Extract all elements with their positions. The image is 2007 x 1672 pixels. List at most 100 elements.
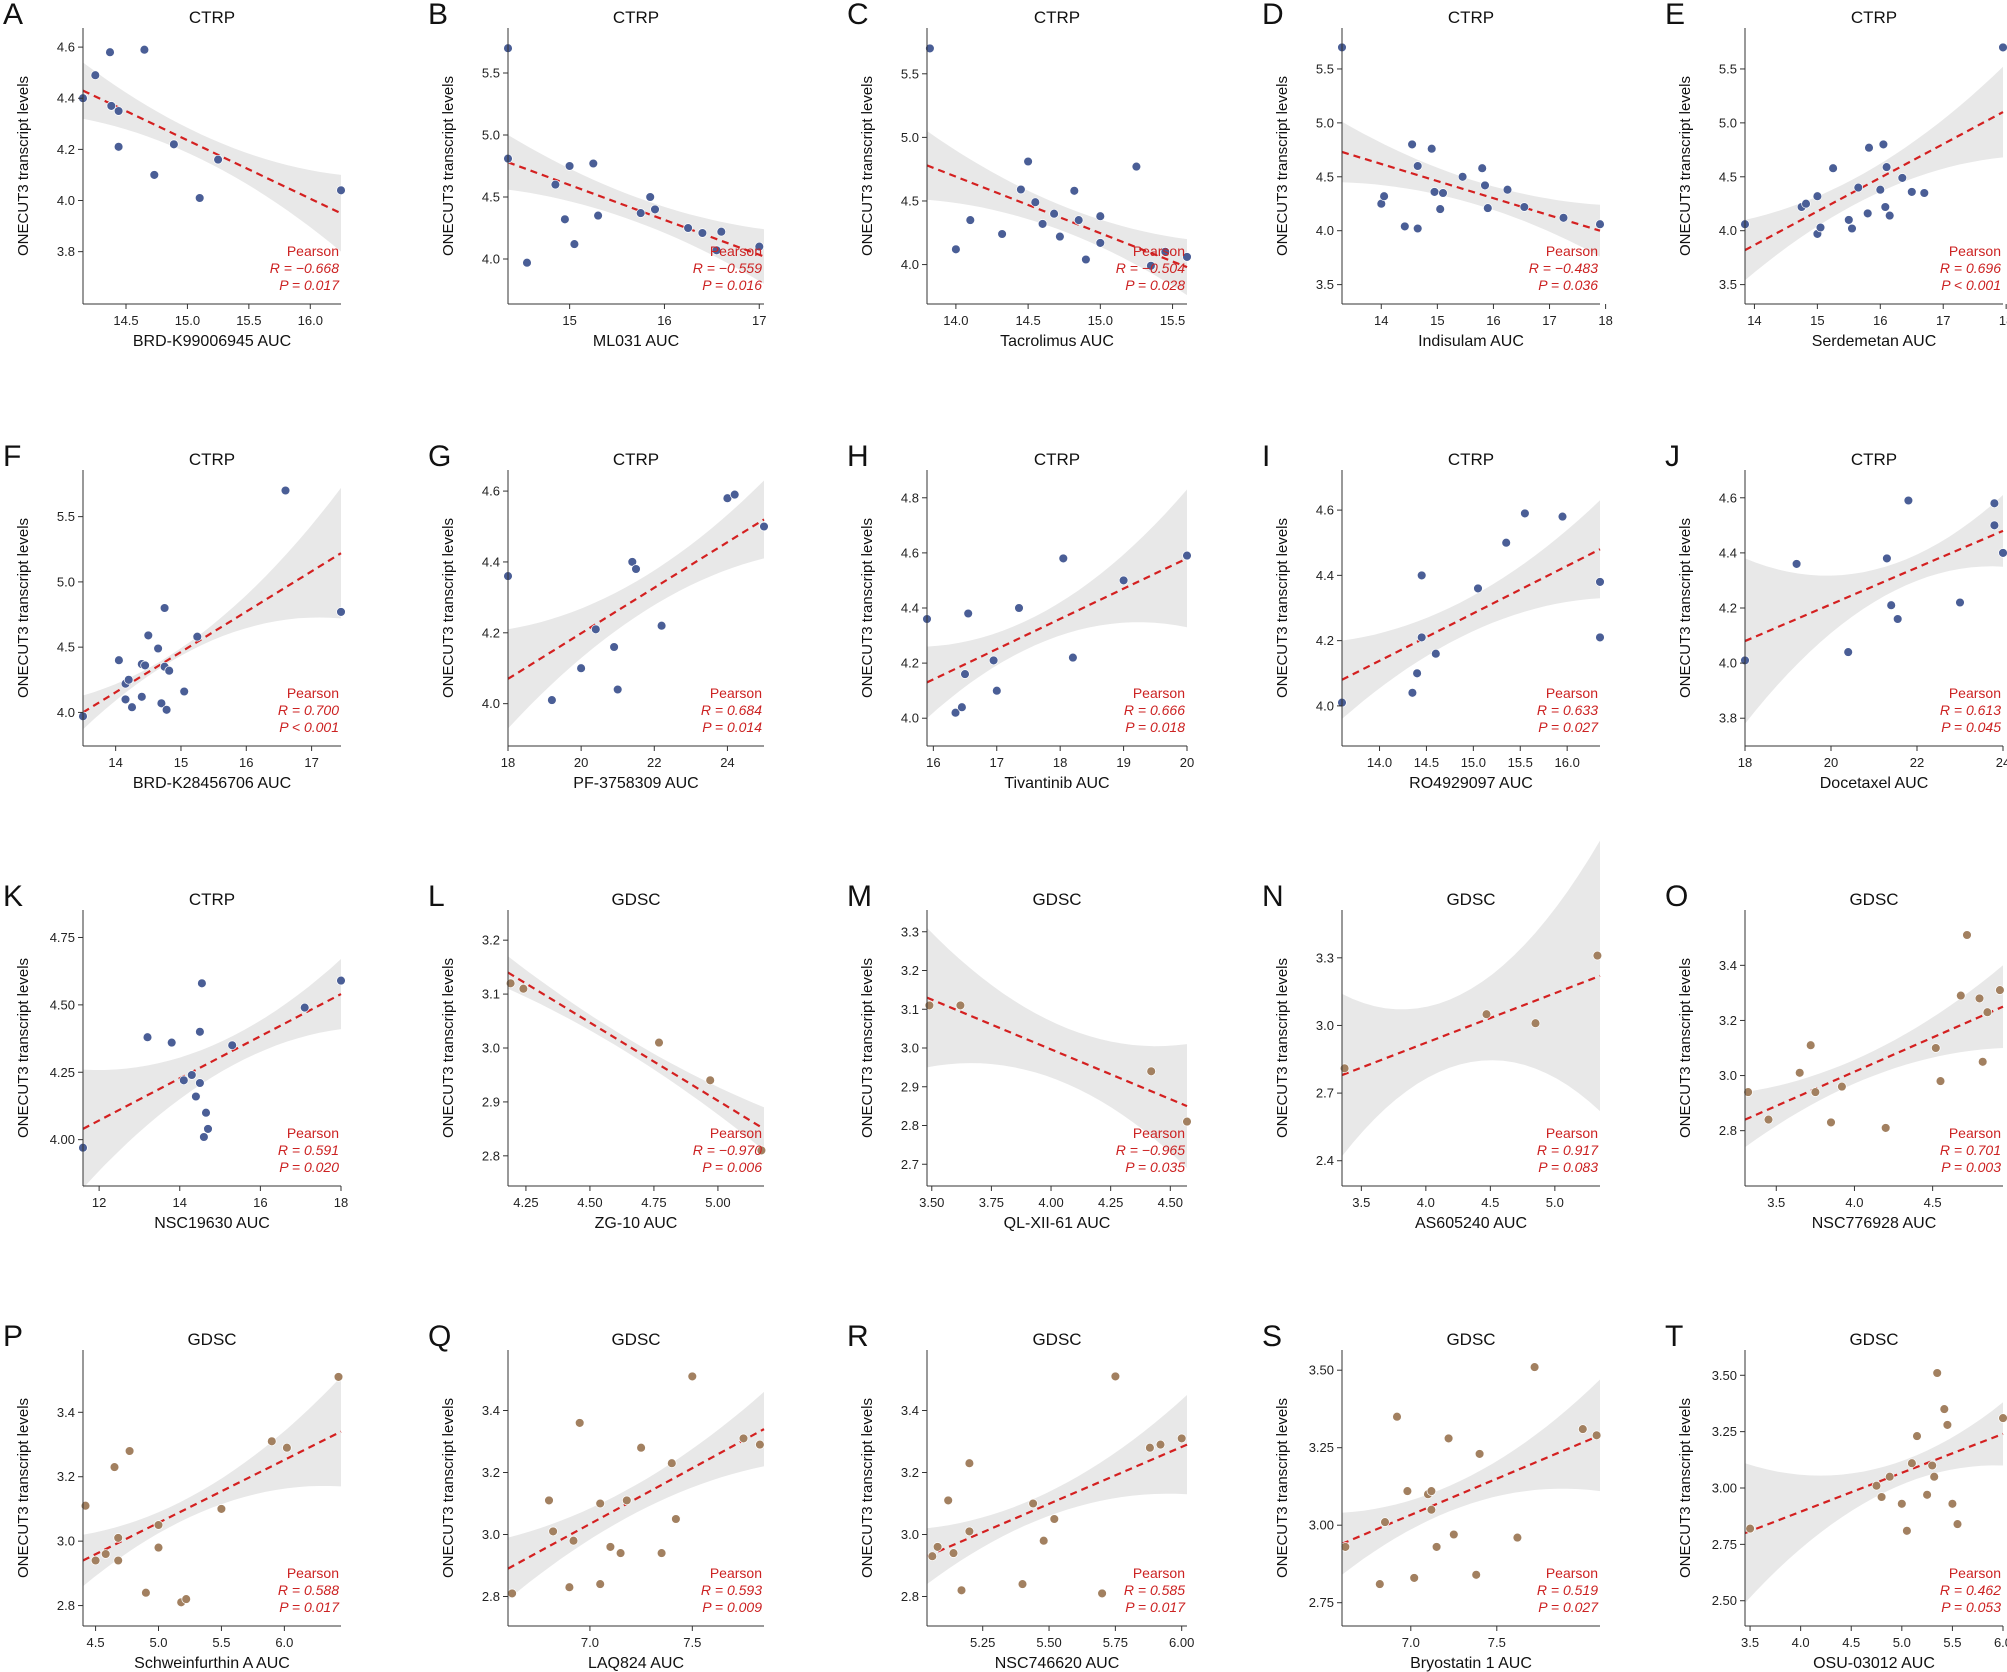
y-axis-title: ONECUT3 transcript levels [15,76,32,256]
y-axis-title: ONECUT3 transcript levels [15,958,32,1138]
x-tick-label: 15.0 [1088,313,1113,328]
stat-p-value: P = 0.017 [279,1599,340,1615]
data-point [194,193,205,203]
x-tick-label: 18 [501,755,515,770]
x-tick-label: 15.5 [236,313,261,328]
data-point [1520,508,1530,519]
confidence-band [1745,495,2003,724]
data-point [1438,188,1448,198]
data-point [1392,1411,1402,1422]
y-tick-label: 4.5 [482,190,500,205]
data-point [166,1037,177,1048]
x-tick-label: 4.0 [1417,1195,1435,1210]
data-point [1815,222,1826,233]
x-axis-title: QL-XII-61 AUC [1004,1215,1111,1232]
data-point [1017,1579,1028,1589]
stat-r-value: R = 0.684 [701,702,762,718]
data-point [143,630,154,641]
data-point [1826,1117,1836,1128]
data-point [1379,191,1389,201]
y-tick-label: 4.0 [482,696,500,711]
x-axis-title: OSU-03012 AUC [1813,1655,1935,1672]
data-point [1864,142,1874,153]
data-point [1481,1009,1492,1019]
data-point [127,702,137,712]
stat-method: Pearson [287,243,339,259]
x-tick-label: 24 [720,755,734,770]
panel-c: C CTRP 14.0 14.5 15.0 15.5 4.0 4.5 5.0 5.5 Tacroli… [847,0,1192,350]
x-tick-label: 5.75 [1103,1635,1128,1650]
x-tick-label: 15 [1810,313,1824,328]
y-tick-label: 2.4 [1316,1153,1334,1168]
panel-p: P GDSC 4.5 5.0 5.5 6.0 2.8 3.0 3.2 3.4 Schweinfurt… [3,1320,344,1672]
data-point [1502,184,1513,195]
x-tick-label: 5.0 [149,1635,167,1650]
confidence-band [927,1395,1187,1585]
data-point [518,983,529,994]
x-tick-label: 4.5 [1842,1635,1860,1650]
x-tick-label: 3.5 [1767,1195,1785,1210]
y-tick-label: 2.7 [1316,1086,1334,1101]
data-point [1595,219,1605,229]
data-point [927,1551,938,1561]
confidence-band [508,1391,764,1600]
data-point [1412,223,1423,234]
data-point [1595,632,1605,643]
y-axis-title: ONECUT3 transcript levels [859,1398,876,1578]
data-point [950,707,961,718]
y-tick-label: 4.0 [1316,223,1334,238]
x-tick-label: 18 [1738,755,1752,770]
y-tick-label: 4.5 [1719,169,1737,184]
data-point [1812,191,1823,201]
data-point [550,179,561,190]
regression-line [1341,974,1601,1077]
data-point [1592,950,1603,961]
data-point [507,1588,517,1599]
x-tick-label: 17 [752,313,766,328]
y-tick-label: 2.8 [1719,1123,1737,1138]
data-point [1912,1431,1922,1441]
y-tick-label: 2.8 [482,1148,500,1163]
data-point [1892,614,1903,624]
panel-letter: O [1665,880,1688,913]
panel-source-title: GDSC [1446,1330,1495,1349]
x-tick-label: 14 [1747,313,1761,328]
data-point [1443,1433,1454,1444]
x-tick-label: 5.5 [212,1635,230,1650]
x-tick-label: 14.5 [1414,755,1439,770]
x-axis-title: NSC776928 AUC [1812,1215,1937,1232]
y-tick-label: 4.2 [1719,601,1737,616]
data-point [201,1107,211,1118]
data-point [1791,559,1802,569]
data-point [711,245,722,256]
stat-p-value: P < 0.001 [1941,277,2001,293]
data-point [179,686,189,697]
data-point [1457,172,1468,182]
y-tick-label: 4.0 [57,193,75,208]
x-tick-label: 20 [574,755,588,770]
data-point [924,1000,935,1011]
x-axis-title: Serdemetan AUC [1812,333,1937,350]
panel-source-title: CTRP [613,8,659,27]
x-tick-label: 14.5 [1015,313,1040,328]
data-point [90,70,101,80]
data-point [336,185,346,196]
data-point [1922,1490,1932,1500]
x-tick-label: 5.25 [970,1635,995,1650]
regression-line [1744,529,2004,643]
y-tick-label: 5.5 [57,509,75,524]
data-point [635,208,646,218]
y-tick-label: 2.75 [1309,1595,1334,1610]
y-tick-label: 3.8 [1719,711,1737,726]
data-point [109,1462,120,1472]
panel-source-title: GDSC [1849,1330,1898,1349]
data-point [1016,184,1026,195]
stat-p-value: P = 0.053 [1941,1599,2001,1615]
y-axis-title: ONECUT3 transcript levels [1274,518,1291,698]
x-tick-label: 15.0 [1461,755,1486,770]
data-point [560,214,570,225]
y-tick-label: 4.2 [57,142,75,157]
x-axis-title: BRD-K99006945 AUC [133,333,291,350]
data-point [282,1442,292,1453]
x-tick-label: 17 [304,755,318,770]
